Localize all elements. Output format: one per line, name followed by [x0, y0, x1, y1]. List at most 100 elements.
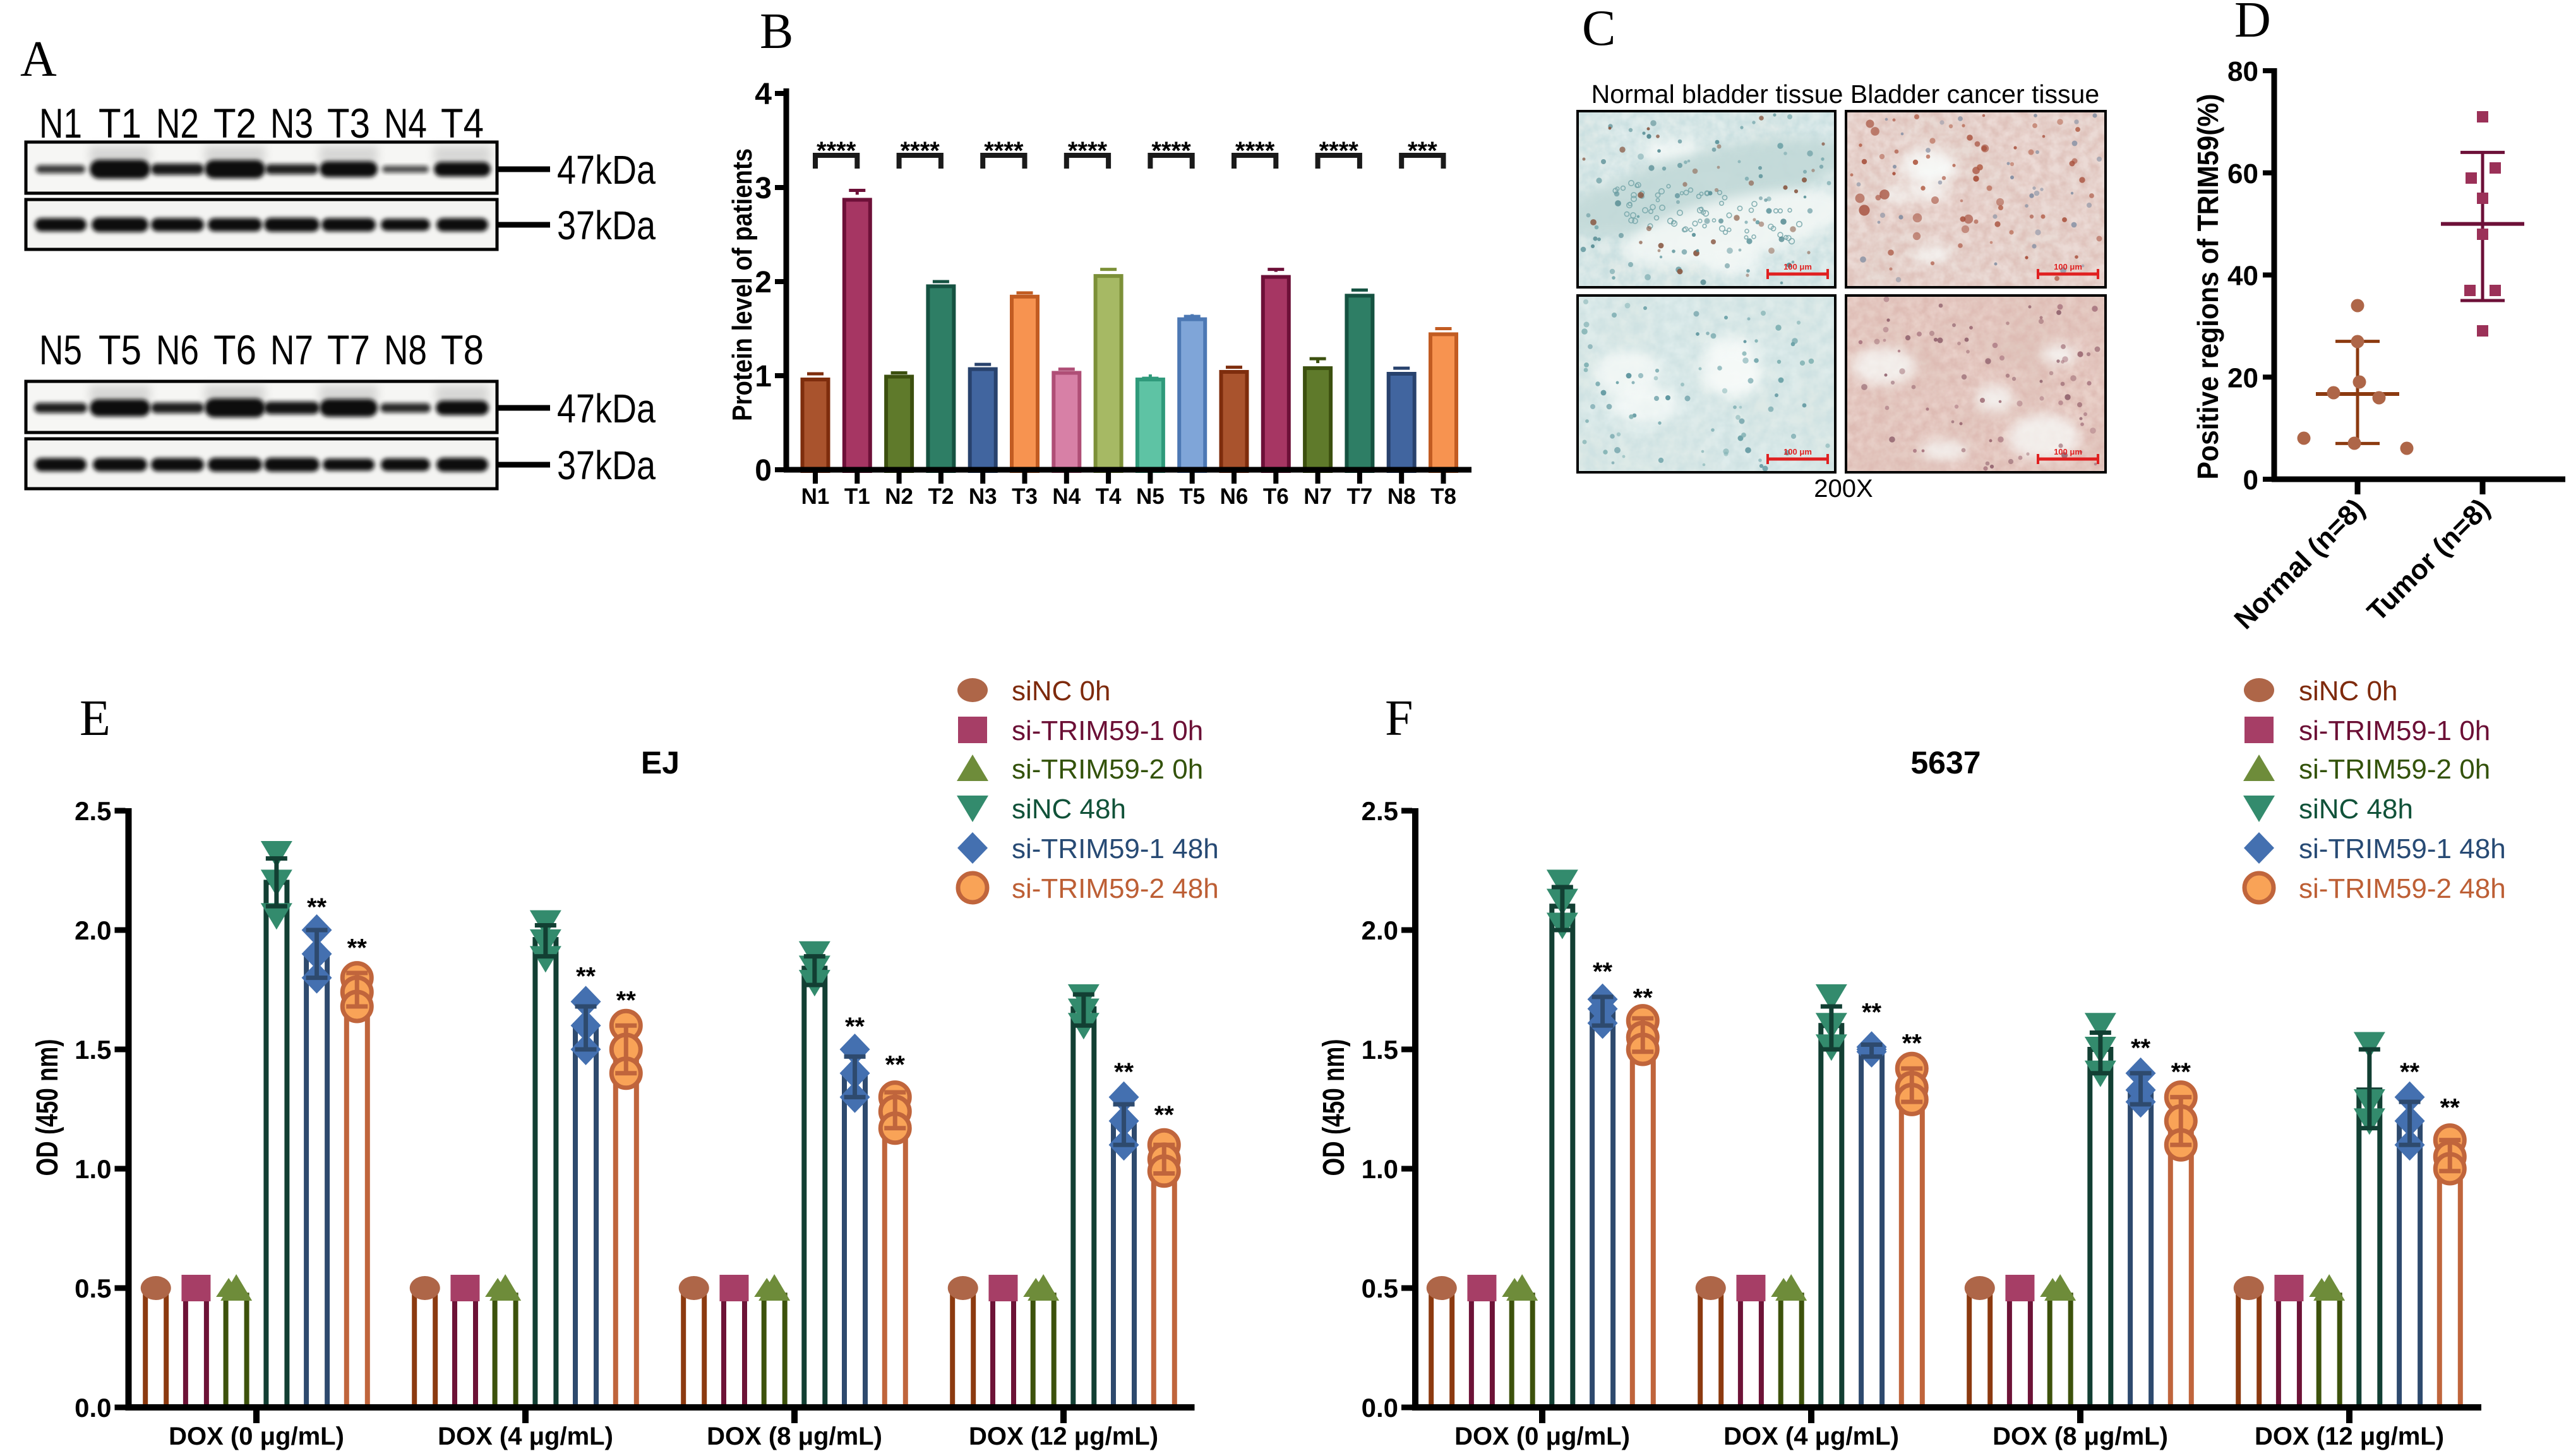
- svg-text:***: ***: [1408, 137, 1437, 165]
- svg-text:EJ: EJ: [641, 745, 680, 780]
- svg-text:****: ****: [1151, 137, 1191, 165]
- svg-text:siNC 0h: siNC 0h: [2299, 676, 2398, 707]
- svg-text:siNC 48h: siNC 48h: [1012, 794, 1126, 825]
- svg-text:C: C: [1582, 1, 1615, 56]
- svg-text:100 μm: 100 μm: [1783, 262, 1812, 272]
- svg-text:**: **: [616, 987, 637, 1015]
- svg-text:N2: N2: [885, 484, 913, 509]
- svg-text:**: **: [2131, 1034, 2151, 1062]
- svg-text:N7: N7: [270, 326, 313, 373]
- svg-text:si-TRIM59-2 48h: si-TRIM59-2 48h: [1012, 873, 1219, 904]
- svg-text:N6: N6: [1220, 484, 1249, 509]
- svg-text:2: 2: [755, 266, 772, 299]
- svg-text:T7: T7: [327, 326, 370, 373]
- svg-text:T3: T3: [327, 100, 370, 146]
- svg-text:N1: N1: [801, 484, 830, 509]
- svg-text:0: 0: [755, 454, 772, 487]
- svg-text:5637: 5637: [1910, 745, 1981, 780]
- svg-text:N5: N5: [39, 326, 82, 373]
- svg-text:DOX (8 μg/mL): DOX (8 μg/mL): [1993, 1423, 2168, 1450]
- svg-text:****: ****: [1319, 137, 1359, 165]
- svg-text:0.5: 0.5: [1362, 1274, 1398, 1303]
- svg-text:4: 4: [755, 78, 772, 111]
- svg-text:**: **: [1862, 998, 1882, 1026]
- svg-text:siNC 0h: siNC 0h: [1012, 676, 1111, 707]
- svg-text:N2: N2: [156, 100, 199, 146]
- svg-text:N3: N3: [969, 484, 997, 509]
- svg-text:****: ****: [901, 137, 940, 165]
- svg-text:2.5: 2.5: [75, 796, 111, 826]
- svg-text:N8: N8: [384, 326, 427, 373]
- svg-text:T8: T8: [1430, 484, 1456, 509]
- svg-text:1.0: 1.0: [1362, 1154, 1398, 1184]
- svg-text:2.0: 2.0: [1362, 916, 1398, 945]
- svg-text:OD (450 nm): OD (450 nm): [31, 1039, 64, 1176]
- svg-text:40: 40: [2227, 261, 2258, 292]
- svg-text:**: **: [1633, 984, 1653, 1012]
- svg-text:A: A: [20, 32, 57, 87]
- svg-text:DOX (4 μg/mL): DOX (4 μg/mL): [438, 1423, 613, 1450]
- svg-text:**: **: [885, 1051, 906, 1079]
- svg-text:T7: T7: [1346, 484, 1372, 509]
- svg-text:DOX (12 μg/mL): DOX (12 μg/mL): [969, 1423, 1158, 1450]
- svg-text:Protein level of patients: Protein level of patients: [727, 148, 758, 421]
- svg-text:T1: T1: [99, 100, 141, 146]
- svg-text:si-TRIM59-1 48h: si-TRIM59-1 48h: [1012, 833, 1219, 864]
- svg-text:47kDa: 47kDa: [557, 147, 656, 193]
- svg-text:100 μm: 100 μm: [1783, 447, 1812, 456]
- svg-text:DOX (0 μg/mL): DOX (0 μg/mL): [169, 1423, 344, 1450]
- svg-text:100 μm: 100 μm: [2054, 262, 2082, 272]
- svg-text:200X: 200X: [1814, 475, 1873, 503]
- svg-text:**: **: [1154, 1101, 1175, 1129]
- svg-text:T5: T5: [1179, 484, 1205, 509]
- svg-text:0.5: 0.5: [75, 1274, 111, 1303]
- svg-text:**: **: [1593, 958, 1613, 986]
- svg-text:**: **: [307, 893, 327, 921]
- svg-text:****: ****: [984, 137, 1024, 165]
- svg-text:80: 80: [2227, 56, 2258, 87]
- svg-text:37kDa: 37kDa: [557, 443, 656, 488]
- svg-text:T2: T2: [213, 100, 256, 146]
- svg-text:**: **: [1114, 1058, 1134, 1086]
- svg-text:si-TRIM59-1 48h: si-TRIM59-1 48h: [2299, 833, 2506, 864]
- svg-text:0.0: 0.0: [1362, 1393, 1398, 1423]
- svg-text:**: **: [347, 934, 368, 962]
- svg-text:si-TRIM59-1 0h: si-TRIM59-1 0h: [2299, 715, 2490, 746]
- svg-text:N6: N6: [156, 326, 199, 373]
- svg-text:si-TRIM59-2 0h: si-TRIM59-2 0h: [1012, 754, 1203, 785]
- svg-text:****: ****: [1235, 137, 1275, 165]
- svg-text:3: 3: [755, 172, 772, 205]
- svg-text:100 μm: 100 μm: [2054, 447, 2082, 456]
- svg-text:N8: N8: [1387, 484, 1416, 509]
- svg-text:1.5: 1.5: [75, 1035, 111, 1065]
- svg-text:T3: T3: [1012, 484, 1038, 509]
- svg-text:F: F: [1385, 691, 1413, 746]
- svg-text:DOX (0 μg/mL): DOX (0 μg/mL): [1454, 1423, 1630, 1450]
- svg-text:DOX (4 μg/mL): DOX (4 μg/mL): [1723, 1423, 1899, 1450]
- svg-text:**: **: [2400, 1058, 2420, 1086]
- svg-text:1.0: 1.0: [75, 1154, 111, 1184]
- svg-text:N1: N1: [39, 100, 82, 146]
- svg-text:siNC 48h: siNC 48h: [2299, 794, 2413, 825]
- svg-text:T6: T6: [213, 326, 256, 373]
- svg-text:**: **: [1902, 1030, 1922, 1058]
- svg-text:N4: N4: [1052, 484, 1081, 509]
- svg-text:DOX (12 μg/mL): DOX (12 μg/mL): [2255, 1423, 2444, 1450]
- svg-text:OD (450 nm): OD (450 nm): [1317, 1039, 1351, 1176]
- svg-text:T1: T1: [844, 484, 870, 509]
- svg-text:0: 0: [2243, 465, 2258, 496]
- svg-text:Positive regions of TRIM59(%): Positive regions of TRIM59(%): [2191, 94, 2224, 480]
- svg-text:DOX (8 μg/mL): DOX (8 μg/mL): [707, 1423, 882, 1450]
- svg-text:Bladder cancer tissue: Bladder cancer tissue: [1850, 80, 2099, 109]
- svg-text:B: B: [760, 4, 793, 59]
- svg-text:1: 1: [755, 360, 772, 393]
- svg-text:si-TRIM59-1 0h: si-TRIM59-1 0h: [1012, 715, 1203, 746]
- svg-text:2.5: 2.5: [1362, 796, 1398, 826]
- svg-text:N3: N3: [270, 100, 313, 146]
- svg-text:Normal bladder tissue: Normal bladder tissue: [1591, 80, 1843, 109]
- svg-text:37kDa: 37kDa: [557, 203, 656, 248]
- svg-text:E: E: [80, 691, 111, 746]
- svg-text:**: **: [845, 1013, 865, 1041]
- svg-text:si-TRIM59-2 0h: si-TRIM59-2 0h: [2299, 754, 2490, 785]
- svg-text:N4: N4: [384, 100, 427, 146]
